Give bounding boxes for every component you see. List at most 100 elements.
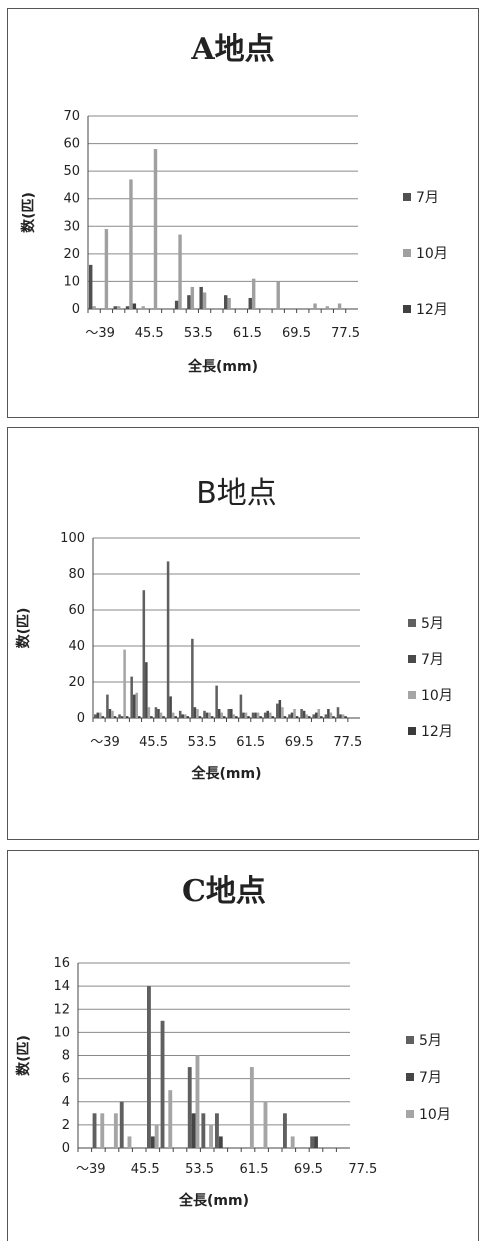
- bar-10月-55.5: [190, 286, 195, 309]
- chart-panel-c: C地点 0 2 4 6 8 10 12 14 16 〜39 45.5 53.5 61.5 69.5 77.5 全…: [7, 850, 479, 1241]
- y-axis-label: 数(匹): [15, 608, 32, 649]
- legend-item: 12月: [421, 724, 453, 740]
- x-tick-label: 69.5: [294, 1162, 323, 1177]
- bar-5月-57.5: [203, 710, 206, 718]
- y-tick-label: 100: [60, 531, 85, 546]
- x-axis-label: 全長(mm): [191, 765, 262, 782]
- bar-12月-69.5: [283, 716, 287, 718]
- bar-10月-73.5: [305, 714, 308, 718]
- bar-5月-〜39: [94, 714, 97, 718]
- bar-7月-53.5: [174, 300, 179, 309]
- bar-5月-75.5: [312, 714, 315, 718]
- bar-10月-79.5: [341, 714, 345, 718]
- bar-10月-65.5: [251, 278, 256, 309]
- bar-5月-53.5: [178, 710, 182, 718]
- y-tick-label: 10: [63, 274, 80, 289]
- bar-7月-43.5: [120, 716, 124, 718]
- chart-panel-b: B地点 0 20 40 60 80 100 〜39 45.5 53.5 61.5 69.5 77.5 全長…: [7, 427, 479, 840]
- bar-10月-41.5: [111, 710, 114, 718]
- bar-7月-49.5: [157, 709, 160, 718]
- bar-10月-75.5: [313, 303, 317, 309]
- legend-item: 7月: [416, 190, 439, 206]
- x-tick-label: 69.5: [282, 326, 311, 341]
- x-tick-label: 53.5: [188, 735, 217, 750]
- x-axis-label: 全長(mm): [178, 1192, 249, 1209]
- bar-5月-55.5: [191, 638, 194, 718]
- chart-title: C地点: [182, 874, 266, 909]
- x-tick-label: 61.5: [236, 735, 265, 750]
- chart-svg-a: A地点 0 10 20 30 40 50 60 70 〜39 45.5 53.5 61.5 69.5 77.…: [20, 32, 448, 375]
- bar-10月-57.5: [208, 712, 211, 718]
- bar-12月-45.5: [138, 716, 141, 718]
- legend-swatch: [408, 655, 416, 663]
- legend-swatch: [406, 1110, 414, 1118]
- bar-10月-51.5: [168, 1090, 173, 1148]
- bar-10月-63.5: [249, 1067, 254, 1148]
- bar-12月-73.5: [307, 716, 311, 718]
- bar-7月-61.5: [224, 295, 228, 309]
- bar-10月-55.5: [195, 1055, 200, 1148]
- bar-10月-43.5: [113, 1113, 118, 1148]
- bar-5月-43.5: [118, 714, 121, 718]
- bar-10月-77.5: [325, 306, 330, 309]
- bar-10月-55.5: [196, 709, 199, 718]
- x-tick-label: 45.5: [135, 326, 164, 341]
- y-tick-label: 10: [53, 1025, 70, 1040]
- y-axis-label: 数(匹): [20, 192, 37, 233]
- bar-5月-65.5: [251, 712, 255, 718]
- bar-10月-47.5: [141, 306, 145, 309]
- y-tick-label: 0: [62, 1141, 70, 1156]
- chart-title: A地点: [190, 32, 274, 67]
- x-tick-label: 61.5: [240, 1162, 269, 1177]
- x-tick-label: 45.5: [131, 1162, 160, 1177]
- bar-12月-55.5: [198, 716, 202, 718]
- bar-12月-75.5: [320, 716, 323, 718]
- bar-5月-41.5: [106, 694, 109, 718]
- bar-12月-71.5: [295, 716, 299, 718]
- bar-10月-51.5: [171, 712, 175, 718]
- bar-12月-67.5: [271, 716, 275, 718]
- bar-7月-43.5: [113, 306, 117, 309]
- bar-12月-59.5: [222, 716, 226, 718]
- bar-5月-71.5: [288, 714, 291, 718]
- bar-12月-41.5: [113, 716, 117, 718]
- bar-7月-45.5: [125, 306, 130, 309]
- y-tick-label: 60: [68, 603, 85, 618]
- bar-7月-47.5: [145, 662, 148, 718]
- chart-svg-b: B地点 0 20 40 60 80 100 〜39 45.5 53.5 61.5 69.5 77.5 全長…: [15, 476, 453, 782]
- bar-7月-59.5: [217, 709, 221, 718]
- y-tick-label: 60: [63, 137, 80, 152]
- y-tick-label: 30: [63, 219, 80, 234]
- bar-12月-49.5: [162, 716, 165, 718]
- y-tick-label: 16: [53, 956, 70, 971]
- bar-10月-57.5: [202, 292, 207, 309]
- x-tick-label: 〜39: [90, 735, 120, 750]
- legend-swatch: [408, 619, 416, 627]
- bar-5月-59.5: [215, 685, 218, 718]
- legend-swatch: [408, 691, 416, 699]
- bar-5月-67.5: [263, 712, 267, 718]
- y-tick-label: 50: [63, 164, 80, 179]
- y-tick-label: 40: [63, 192, 80, 207]
- bar-7月-73.5: [302, 710, 306, 718]
- y-tick-label: 0: [77, 711, 85, 726]
- y-tick-label: 70: [63, 109, 80, 124]
- bar-7月-79.5: [339, 714, 342, 718]
- legend-swatch: [403, 193, 411, 201]
- chart-title: B地点: [196, 476, 277, 511]
- bar-12月-61.5: [235, 716, 238, 718]
- bar-10月-65.5: [263, 1101, 268, 1148]
- legend-item: 12月: [416, 302, 448, 318]
- bar-10月-71.5: [293, 709, 296, 718]
- y-tick-label: 14: [53, 979, 70, 994]
- legend-item: 10月: [421, 688, 453, 704]
- bar-12月-43.5: [125, 716, 129, 718]
- bar-10月-41.5: [100, 1113, 105, 1148]
- bar-7月-77.5: [327, 709, 330, 718]
- bar-5月-59.5: [215, 1113, 219, 1148]
- bar-10月-53.5: [184, 714, 187, 718]
- bar-10月-47.5: [147, 707, 151, 718]
- bar-12月-53.5: [186, 716, 190, 718]
- bar-7月-〜39: [96, 712, 100, 718]
- chart-panel-a: A地点 0 10 20 30 40 50 60 70 〜39 45.5 53.5 61.5 69.5 77.…: [7, 8, 479, 418]
